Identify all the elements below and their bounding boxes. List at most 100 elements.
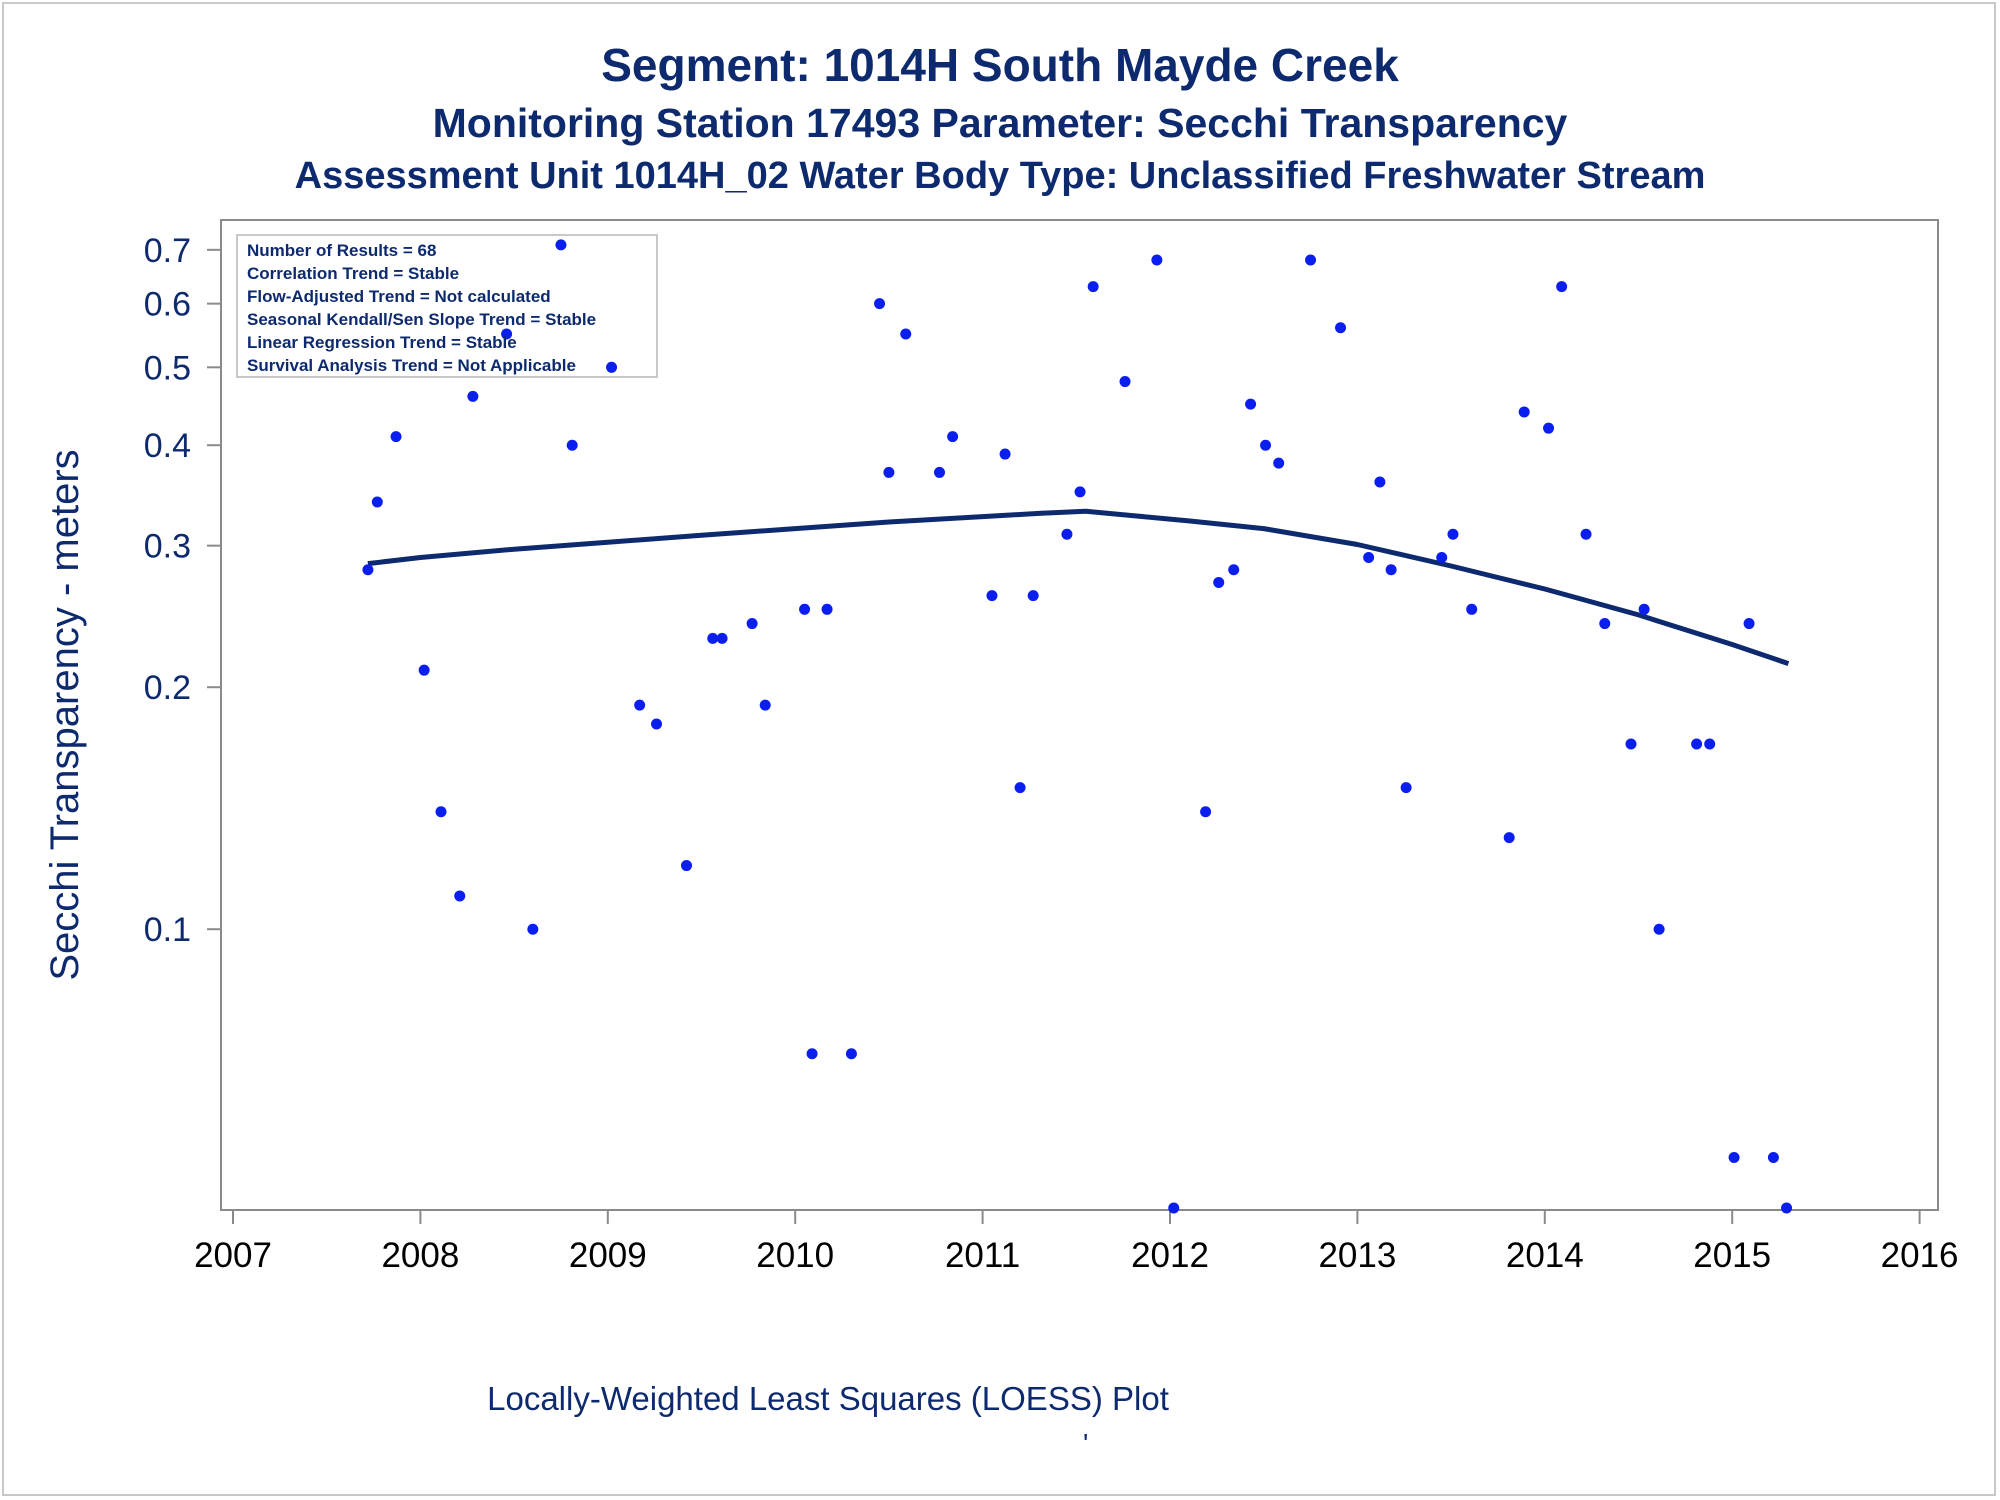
- x-tick-label: 2015: [1693, 1236, 1771, 1275]
- x-tick-label: 2016: [1881, 1236, 1959, 1275]
- y-tick-label: 0.4: [144, 427, 191, 465]
- data-point: [883, 466, 895, 478]
- data-point: [1638, 603, 1650, 615]
- stats-legend-entry: Survival Analysis Trend = Not Applicable: [247, 356, 576, 375]
- loess-curve: [367, 508, 1790, 666]
- data-point: [501, 328, 513, 340]
- data-point: [986, 590, 998, 602]
- stats-legend-entry: Number of Results = 68: [247, 241, 436, 260]
- data-point: [947, 431, 959, 443]
- y-tick-label: 0.3: [144, 528, 191, 566]
- y-tick-label: 0.1: [144, 911, 191, 949]
- data-point: [1200, 806, 1212, 818]
- data-point: [390, 431, 402, 443]
- y-tick-label: 0.5: [144, 349, 191, 387]
- plot-caption: Locally-Weighted Least Squares (LOESS) P…: [487, 1380, 1169, 1417]
- stats-legend-entry: Linear Regression Trend = Stable: [247, 333, 517, 352]
- loess-layer: [367, 508, 1790, 666]
- data-point: [1305, 254, 1317, 266]
- x-tick-label: 2010: [756, 1236, 834, 1275]
- data-point: [1599, 618, 1611, 630]
- y-tick-label: 0.2: [144, 669, 191, 707]
- data-point: [606, 361, 618, 373]
- data-point: [874, 298, 886, 310]
- data-point: [1400, 782, 1412, 794]
- data-point: [1447, 528, 1459, 540]
- data-point: [1213, 576, 1225, 588]
- data-point: [371, 496, 383, 508]
- stats-legend-entry: Seasonal Kendall/Sen Slope Trend = Stabl…: [247, 310, 596, 329]
- data-point: [1074, 486, 1086, 498]
- data-point: [900, 328, 912, 340]
- chart-subtitle-station: Monitoring Station 17493 Parameter: Secc…: [432, 100, 1568, 146]
- data-point: [799, 603, 811, 615]
- stats-legend: Number of Results = 68 Correlation Trend …: [236, 234, 658, 378]
- data-point: [1119, 376, 1131, 388]
- data-point: [1061, 528, 1073, 540]
- data-point: [1385, 564, 1397, 576]
- chart-subtitle-assessment: Assessment Unit 1014H_02 Water Body Type…: [294, 155, 1706, 197]
- data-point: [1273, 457, 1285, 469]
- data-point: [1466, 603, 1478, 615]
- data-point: [1260, 439, 1272, 451]
- data-point: [1625, 738, 1637, 750]
- points-layer: [362, 239, 1793, 1214]
- data-point: [1556, 281, 1568, 293]
- stats-legend-entry: Flow-Adjusted Trend = Not calculated: [247, 287, 551, 306]
- data-point: [821, 603, 833, 615]
- data-point: [1335, 322, 1347, 334]
- data-point: [1027, 590, 1039, 602]
- caption-mark: ': [1083, 1428, 1089, 1459]
- data-point: [716, 632, 728, 644]
- stats-legend-entry: Correlation Trend = Stable: [247, 264, 459, 283]
- data-point: [1168, 1202, 1180, 1214]
- data-point: [707, 632, 719, 644]
- axes: 2007 2008 2009 2010 2011 2012 2013 2014 2015 2016…: [43, 219, 1959, 1275]
- data-point: [1374, 476, 1386, 488]
- data-point: [1691, 738, 1703, 750]
- data-point: [555, 239, 567, 251]
- y-tick-label: 0.7: [144, 232, 191, 270]
- data-point: [845, 1048, 857, 1060]
- data-point: [1014, 782, 1026, 794]
- x-tick-label: 2008: [381, 1236, 459, 1275]
- data-point: [1728, 1152, 1740, 1164]
- data-point: [1543, 422, 1555, 434]
- y-axis-label: Secchi Transparency - meters: [43, 449, 87, 980]
- data-point: [467, 390, 479, 402]
- data-point: [435, 806, 447, 818]
- data-point: [1518, 406, 1530, 418]
- stats-legend-box: [236, 234, 658, 378]
- data-point: [933, 466, 945, 478]
- y-tick-label: 0.6: [144, 286, 191, 324]
- data-point: [1653, 923, 1665, 935]
- data-point: [418, 664, 430, 676]
- data-point: [1781, 1202, 1793, 1214]
- data-point: [634, 699, 646, 711]
- data-point: [527, 923, 539, 935]
- x-tick-label: 2014: [1506, 1236, 1584, 1275]
- plot-area-border: [220, 219, 1939, 1211]
- data-point: [1743, 618, 1755, 630]
- x-tick-label: 2013: [1318, 1236, 1396, 1275]
- data-point: [999, 448, 1011, 460]
- data-point: [806, 1048, 818, 1060]
- data-point: [1087, 281, 1099, 293]
- x-tick-label: 2009: [569, 1236, 647, 1275]
- data-point: [1436, 551, 1448, 563]
- data-point: [1228, 564, 1240, 576]
- data-point: [681, 860, 693, 872]
- data-point: [1503, 832, 1515, 844]
- data-point: [362, 564, 374, 576]
- x-tick-label: 2007: [194, 1236, 272, 1275]
- data-point: [1767, 1152, 1779, 1164]
- data-point: [1363, 551, 1375, 563]
- data-point: [746, 618, 758, 630]
- data-point: [454, 890, 466, 902]
- data-point: [1245, 398, 1257, 410]
- x-tick-label: 2012: [1131, 1236, 1209, 1275]
- data-point: [566, 439, 578, 451]
- data-point: [651, 718, 663, 730]
